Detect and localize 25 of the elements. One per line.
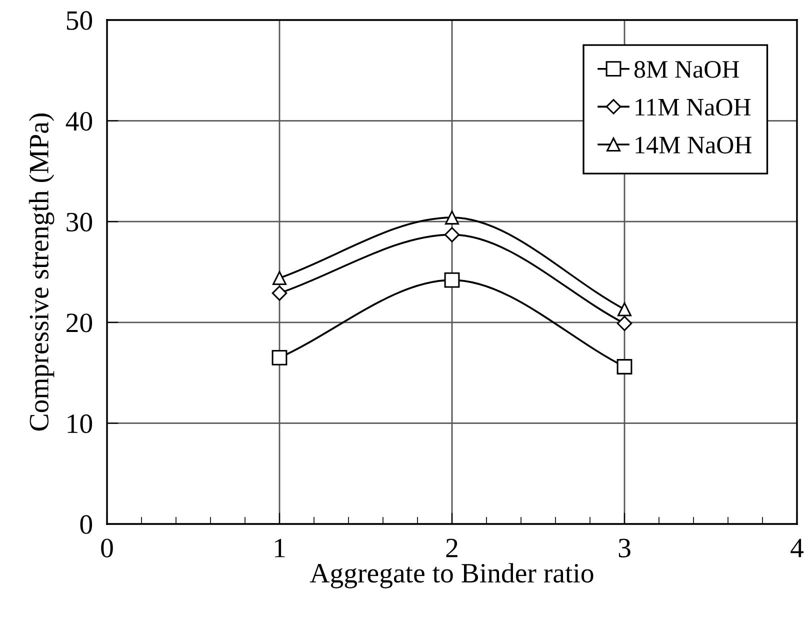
y-axis-title: Compressive strength (MPa) xyxy=(28,114,54,431)
y-tick-label: 40 xyxy=(66,112,92,131)
x-tick-label: 3 xyxy=(618,538,630,558)
point xyxy=(272,350,288,366)
y-tick-label: 50 xyxy=(66,11,92,30)
point xyxy=(616,316,632,332)
point xyxy=(616,359,632,374)
y-tick-label: 10 xyxy=(68,414,92,434)
point xyxy=(617,302,632,316)
y-tick-label: 20 xyxy=(66,314,92,332)
point xyxy=(444,272,460,288)
legend-label: 11M NaOH xyxy=(636,98,751,116)
x-axis-title: Aggregate to Binder ratio xyxy=(310,563,594,588)
y-tick-label: 30 xyxy=(66,212,92,232)
point xyxy=(272,286,288,301)
x-tick-label: 0 xyxy=(101,538,113,558)
point xyxy=(444,227,460,242)
legend-label: 14M NaOH xyxy=(636,136,752,154)
x-tick-label: 4 xyxy=(790,538,804,558)
legend-label: 8M NaOH xyxy=(634,60,740,78)
x-tick-label: 2 xyxy=(446,538,458,558)
point xyxy=(272,271,287,286)
y-tick-label: 0 xyxy=(80,515,92,534)
x-tick-label: 1 xyxy=(275,538,285,558)
point xyxy=(444,210,460,225)
